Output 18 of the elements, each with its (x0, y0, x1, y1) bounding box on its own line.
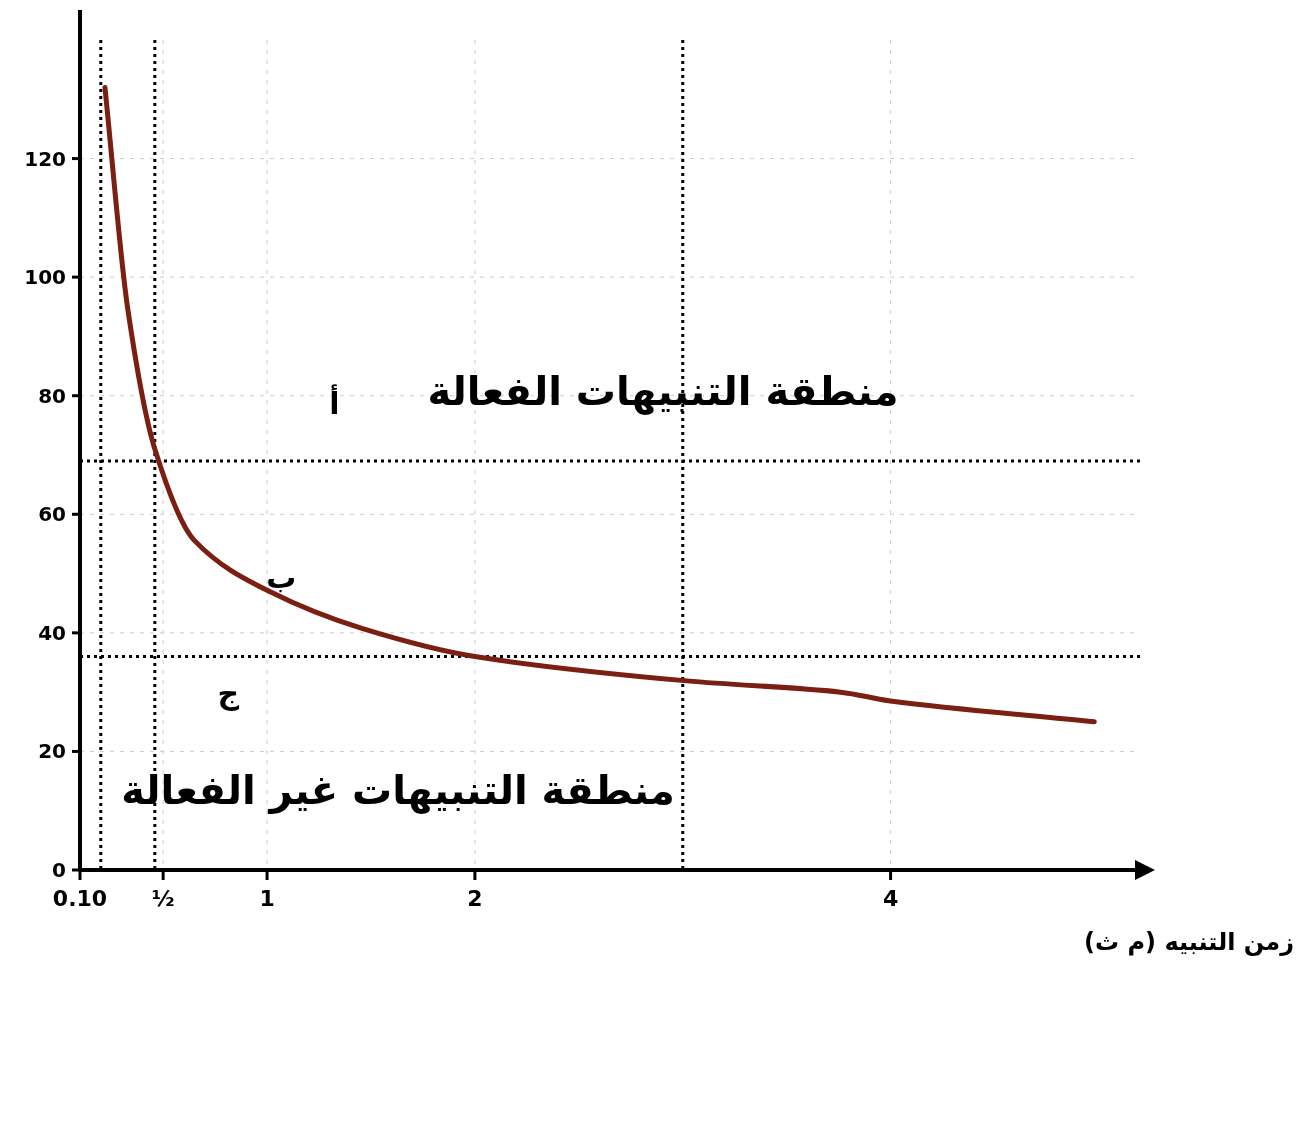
x-tick-label: 1 (259, 886, 275, 911)
annotation: منطقة التنبيهات غير الفعالة (121, 766, 675, 814)
y-tick-label: 60 (38, 502, 66, 527)
x-tick-label: 0.10 (52, 886, 108, 911)
annotation: ب (266, 559, 297, 595)
x-tick-label: 2 (467, 886, 483, 911)
y-tick-label: 20 (38, 739, 66, 764)
annotation: ج (217, 676, 240, 711)
x-tick-label: 4 (882, 886, 899, 911)
annotation: منطقة التنبيهات الفعالة (427, 368, 899, 416)
annotation: أ (329, 383, 340, 421)
y-tick-label: 80 (38, 383, 66, 408)
x-tick-label: ½ (151, 886, 175, 911)
x-axis-title: زمن التنبيه (م ث) (1084, 928, 1294, 956)
y-tick-label: 100 (24, 265, 66, 290)
y-tick-label: 0 (52, 858, 66, 882)
y-tick-label: 40 (38, 620, 66, 645)
y-tick-label: 120 (24, 146, 66, 171)
